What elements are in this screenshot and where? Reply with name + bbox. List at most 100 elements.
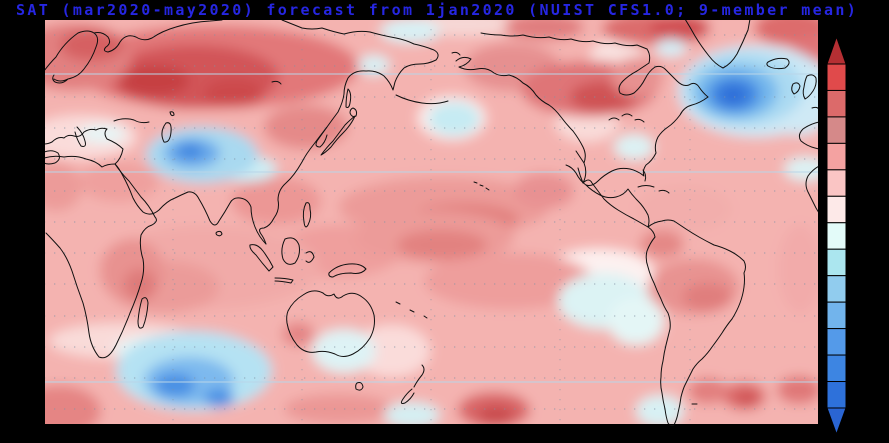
coast-caspian-sea (161, 122, 172, 143)
coast-levant-turkey (83, 127, 124, 165)
coast-philippines (302, 202, 312, 228)
coast-japan (320, 107, 358, 156)
coast-sakhalin (345, 88, 352, 108)
colorbar-segment (826, 354, 847, 383)
anomaly-blob-colombia-red (640, 230, 684, 258)
anomaly-blob-southern-ocean-band (284, 394, 394, 424)
coast-tasmania (355, 382, 364, 391)
colorbar-segment (826, 328, 847, 356)
coast-borneo (281, 237, 300, 265)
colorbar-segment (826, 89, 847, 118)
coast-greenland (684, 19, 751, 69)
coast-black-sea (113, 118, 150, 124)
plot-title: SAT (mar2020-may2020) forecast from 1jan… (16, 1, 859, 19)
coast-aleutians (395, 94, 449, 105)
coast-florida (642, 169, 647, 182)
coast-siberia-eastasia (259, 19, 439, 245)
colorbar-segment (826, 301, 847, 330)
anomaly-blob-central-asia-core (177, 143, 203, 159)
anomaly-blob-e-australia-cyan (312, 329, 376, 373)
coast-south-america (645, 219, 746, 427)
anomaly-blob-natlantic-blob-core (719, 85, 747, 105)
coast-iceland (766, 57, 790, 70)
coast-scandinavia (44, 30, 99, 84)
coast-sumatra (249, 244, 274, 272)
temperature-anomaly-field (44, 19, 819, 425)
coast-ireland (791, 82, 801, 95)
coast-africa-north (44, 155, 116, 168)
anomaly-blob-spcz-band-2 (424, 253, 594, 309)
coast-hawaii (473, 181, 490, 191)
anomaly-blob-patagonia-shelf-red (688, 378, 728, 404)
coast-seward (451, 51, 461, 56)
coast-italy (74, 126, 86, 147)
anomaly-blob-bottom-left-red (44, 385, 101, 425)
anomaly-blob-below-nz-cyan (384, 402, 440, 425)
coast-great-britain (802, 74, 817, 100)
anomaly-blob-spcz-core (397, 230, 487, 260)
colorbar-segment (826, 275, 847, 303)
colorbar-segment (826, 63, 847, 91)
coast-korea (315, 126, 328, 148)
anomaly-blob-s-indian-core-1 (155, 373, 195, 397)
coast-central-america (585, 184, 650, 228)
colorbar (826, 35, 847, 436)
anomaly-blob-npacific-cyan (428, 102, 480, 136)
anomaly-blob-bering-cyan (380, 19, 440, 43)
coast-cuba-hispaniola (637, 185, 670, 194)
anomaly-blob-amur-red (264, 105, 348, 149)
coast-new-zealand (400, 364, 425, 404)
anomaly-blob-satlantic-spot-core (737, 392, 757, 406)
anomaly-blob-arabia-red (79, 162, 159, 202)
coast-new-guinea (328, 263, 367, 278)
coast-great-lakes (608, 113, 645, 123)
colorbar-bottom-arrow (826, 407, 847, 436)
colorbar-segment (826, 116, 847, 144)
coast-hudson-bay (618, 48, 709, 98)
anomaly-blob-se-asia-red (231, 177, 321, 225)
map-border (44, 19, 819, 425)
colorbar-segment (826, 195, 847, 224)
anomaly-blob-siberia-core-e (204, 79, 264, 107)
colorbar-segment (826, 381, 847, 409)
anomaly-blob-okhotsk-cyan (358, 55, 390, 75)
coast-africa-main (45, 163, 157, 359)
colorbar-segment (826, 248, 847, 277)
anomaly-blob-davis-strait-cyan (655, 39, 687, 57)
colorbar-segment (826, 222, 847, 250)
anomaly-blob-w-australia-red (282, 322, 314, 346)
coast-mediterranean-europe (44, 131, 85, 145)
coast-iberia-right (798, 121, 819, 150)
coast-australia (286, 290, 375, 357)
colorbar-top-arrow (826, 35, 847, 65)
anomaly-blob-natl-right-cyan (784, 157, 819, 181)
anomaly-blob-sahara-left-red (44, 163, 82, 211)
latlon-gridlines (44, 19, 819, 425)
anomaly-blob-quebec-red (611, 57, 663, 97)
coast-north-america-arctic (480, 32, 648, 50)
coast-madagascar (137, 297, 149, 329)
anomaly-blob-amazon-core (683, 283, 731, 311)
coast-kola-arctic (93, 19, 223, 53)
anomaly-blob-siberia-core-w (119, 66, 189, 96)
coast-lake-baikal (271, 80, 282, 85)
coast-iberia-left (44, 150, 60, 165)
coast-south-asia (114, 163, 267, 245)
coast-java (274, 277, 294, 284)
colorbar-segment (826, 169, 847, 197)
coast-pacific-islands (395, 301, 428, 319)
anomaly-blob-spacific-deep-core (478, 406, 514, 424)
anomaly-blob-tasman-pale (354, 325, 430, 377)
anomaly-blob-peru-coast-cyan (608, 297, 664, 345)
anomaly-blob-chile-tip-cyan (636, 395, 684, 425)
anomaly-blob-s-indian-core-2 (204, 389, 234, 407)
colorbar-segment (826, 142, 847, 171)
anomaly-blob-satlantic-spot-2 (777, 376, 819, 404)
world-map (44, 19, 819, 429)
field-blur-group (44, 19, 819, 425)
coast-nw-africa-right (805, 165, 819, 214)
coast-sulawesi (305, 251, 315, 263)
anomaly-blob-us-east-coast-cyan (614, 134, 654, 160)
coastlines (44, 19, 819, 427)
